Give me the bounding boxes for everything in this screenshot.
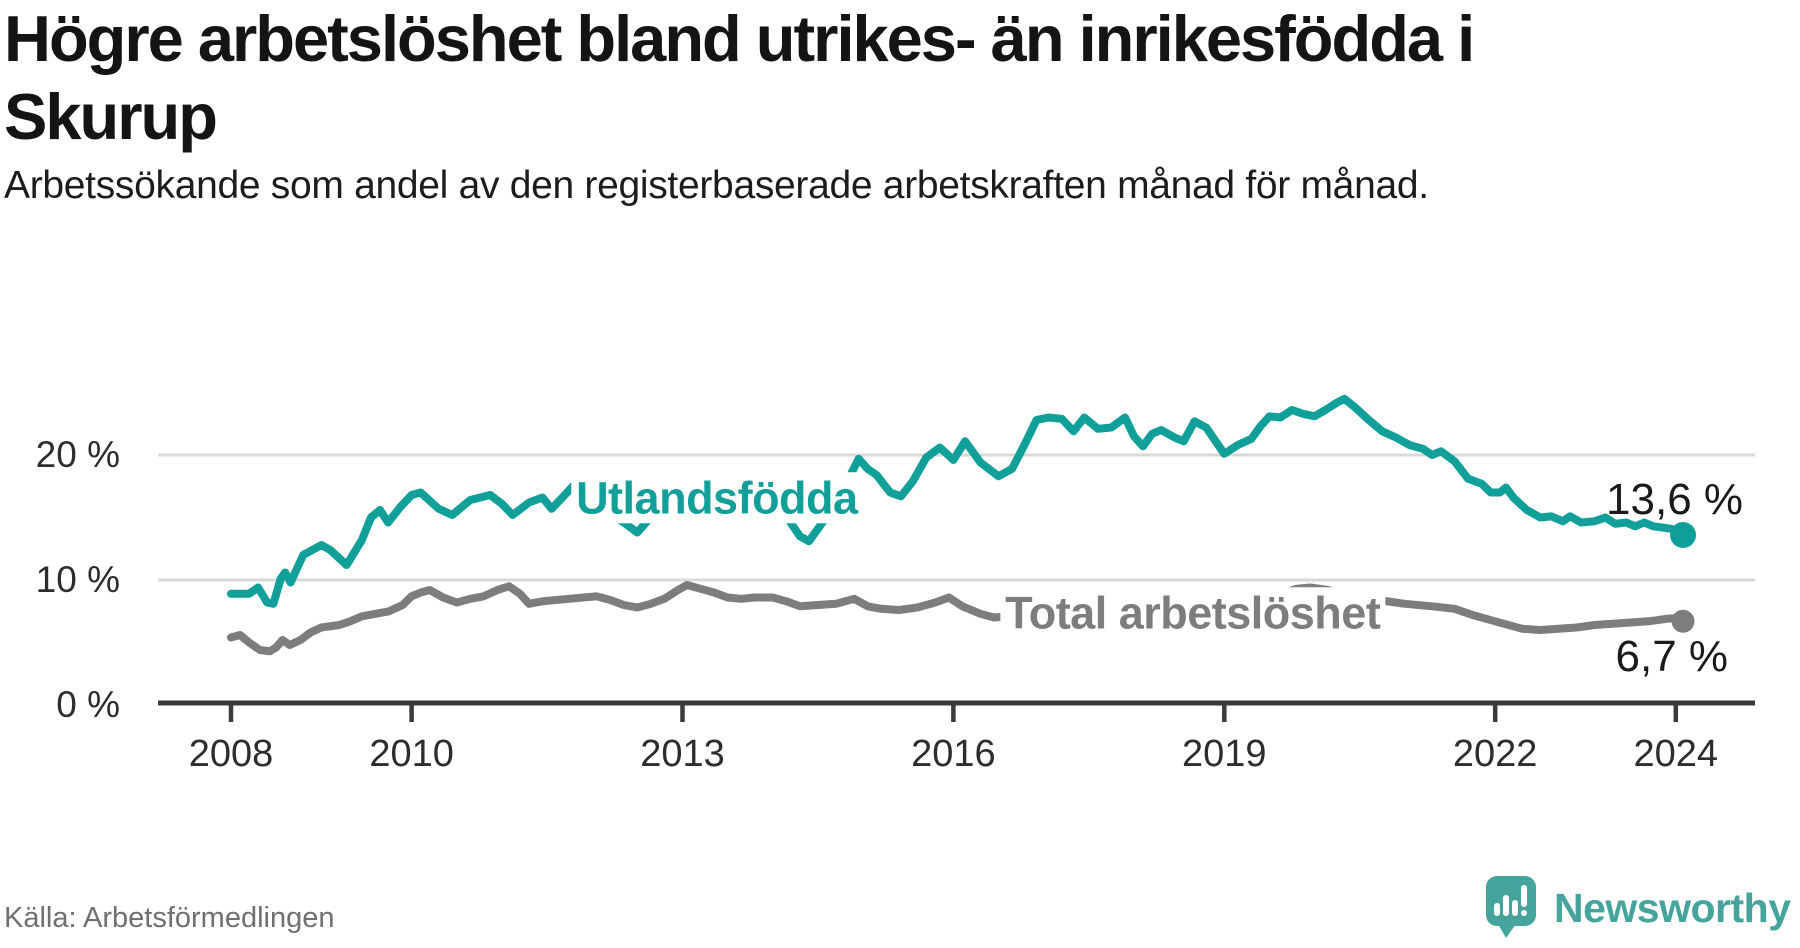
y-tick-label-10: 10 % bbox=[35, 559, 120, 600]
y-tick-label-0: 0 % bbox=[56, 684, 120, 725]
series-line-total bbox=[227, 581, 1687, 656]
series-end-dot-total bbox=[1671, 609, 1695, 633]
x-tick-label-2013: 2013 bbox=[640, 733, 725, 775]
end-value-label-total: 6,7 % bbox=[1615, 632, 1729, 682]
newsworthy-logo: Newsworthy bbox=[1486, 876, 1791, 940]
y-tick-label-20: 20 % bbox=[35, 434, 120, 475]
series-label-total: Total arbetslöshet bbox=[1000, 586, 1386, 639]
chart-title: Högre arbetslöshet bland utrikes- än inr… bbox=[4, 2, 1475, 153]
series-line-utlandsfodda bbox=[227, 394, 1687, 608]
x-tick-label-2022: 2022 bbox=[1452, 733, 1538, 775]
chart-subtitle: Arbetssökande som andel av den registerb… bbox=[4, 164, 1429, 207]
newsworthy-logo-icon bbox=[1486, 876, 1536, 938]
x-tick-label-2016: 2016 bbox=[911, 733, 996, 775]
end-value-label-utlandsfodda: 13,6 % bbox=[1606, 475, 1744, 524]
source-note: Källa: Arbetsförmedlingen bbox=[4, 902, 335, 934]
x-tick-label-2010: 2010 bbox=[369, 733, 454, 775]
x-tick-label-2019: 2019 bbox=[1182, 733, 1267, 775]
series-end-dot-utlandsfodda bbox=[1670, 522, 1697, 548]
x-tick-label-2008: 2008 bbox=[188, 733, 274, 775]
x-tick-label-2024: 2024 bbox=[1633, 733, 1719, 775]
newsworthy-wordmark: Newsworthy bbox=[1554, 884, 1791, 931]
series-label-utlandsfodda: Utlandsfödda bbox=[571, 471, 863, 524]
